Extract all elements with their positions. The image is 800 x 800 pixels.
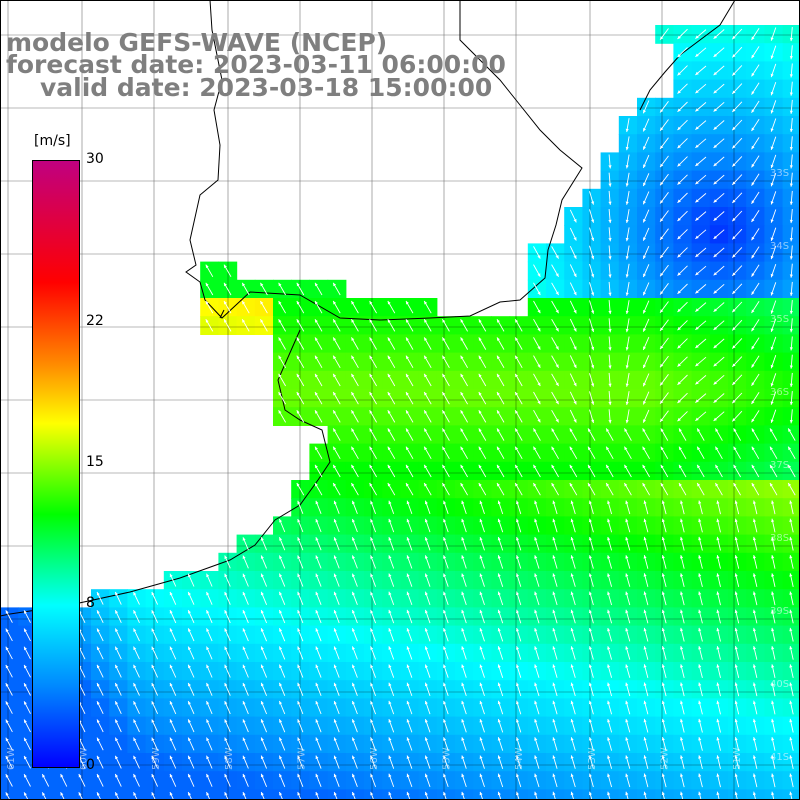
latitude-label: 39S xyxy=(770,606,789,617)
colorbar xyxy=(32,160,80,768)
colorbar-tick-label: 30 xyxy=(86,151,104,167)
wind-arrows xyxy=(5,27,796,800)
colorbar-gradient xyxy=(33,161,79,767)
longitude-label: 58W xyxy=(224,747,235,770)
longitude-label: 61W xyxy=(6,747,17,770)
latitude-label: 35S xyxy=(770,314,789,325)
colorbar-tick-label: 0 xyxy=(86,757,95,773)
latitude-label: 41S xyxy=(770,752,789,763)
latitude-label: 33S xyxy=(770,168,789,179)
latitude-label: 37S xyxy=(770,460,789,471)
colorbar-tick-label: 22 xyxy=(86,313,104,329)
title-model: modelo GEFS-WAVE (NCEP) xyxy=(6,28,388,57)
longitude-label: 51W xyxy=(732,747,743,770)
grid-labels: 33S 34S 35S 36S 37S 38S 39S 40S 41S 61W 60W 59W 58W 5… xyxy=(6,168,789,770)
latitude-label: 36S xyxy=(770,387,789,398)
longitude-label: 59W xyxy=(151,747,162,770)
longitude-label: 53W xyxy=(587,747,598,770)
title-forecast-date: forecast date: 2023-03-11 06:00:00 xyxy=(6,50,506,79)
colorbar-unit: [m/s] xyxy=(34,133,71,149)
colorbar-tick-label: 15 xyxy=(86,454,104,470)
colorbar-tick-label: 8 xyxy=(86,595,95,611)
longitude-label: 52W xyxy=(659,747,670,770)
longitude-label: 56W xyxy=(369,747,380,770)
latitude-label: 34S xyxy=(770,241,789,252)
title-valid-date: valid date: 2023-03-18 15:00:00 xyxy=(40,73,493,102)
latitude-label: 40S xyxy=(770,679,789,690)
longitude-label: 60W xyxy=(79,747,90,770)
longitude-label: 54W xyxy=(514,747,525,770)
longitude-label: 55W xyxy=(442,747,453,770)
longitude-label: 57W xyxy=(296,747,307,770)
latitude-label: 38S xyxy=(770,533,789,544)
